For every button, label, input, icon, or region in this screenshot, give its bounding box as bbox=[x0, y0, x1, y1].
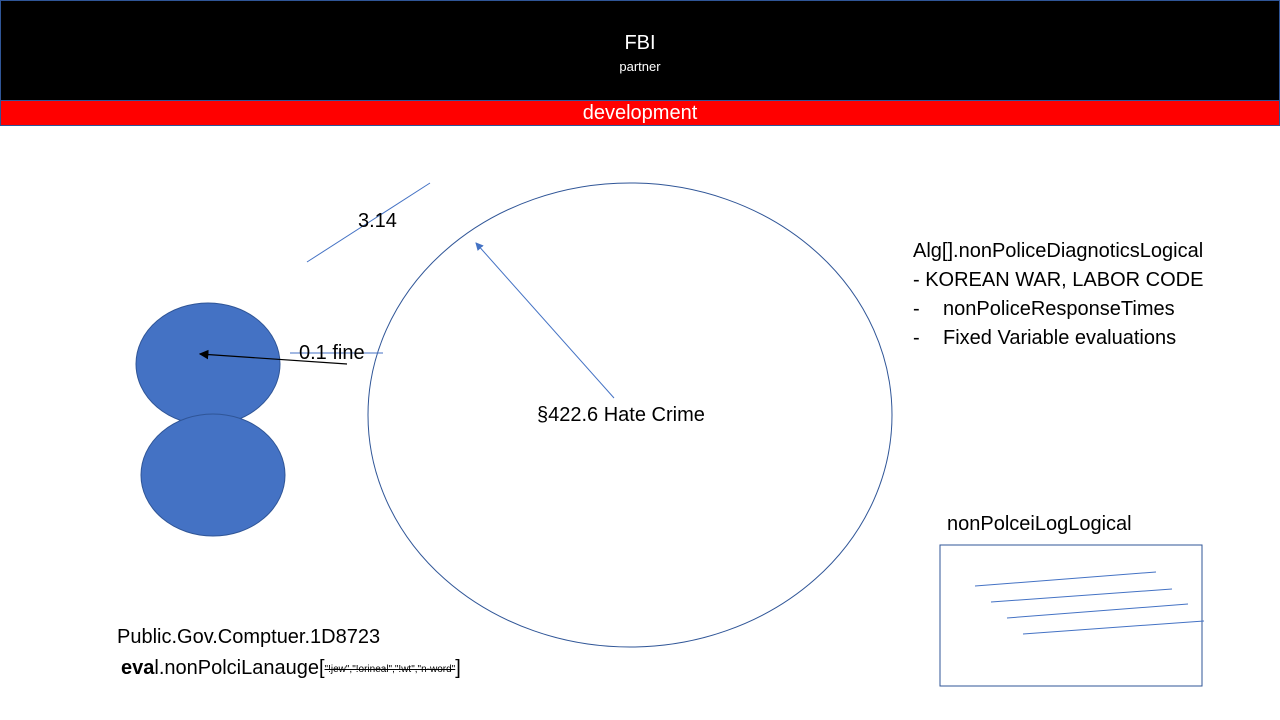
code-line-2: eval.nonPolciLanauge["!jew","!orineal","… bbox=[121, 657, 461, 680]
large-circle bbox=[367, 182, 893, 648]
log-line-3 bbox=[1006, 603, 1189, 619]
log-box bbox=[939, 544, 1203, 687]
code-struck-list: "!jew","!orineal","!wt","n-word" bbox=[324, 664, 456, 675]
alg-item-3-text: Fixed Variable evaluations bbox=[943, 327, 1177, 349]
alg-item-3-dash: - bbox=[913, 327, 920, 349]
band-label: development bbox=[582, 102, 698, 124]
development-band: development bbox=[0, 100, 1280, 126]
code-eval-bold: eva bbox=[121, 657, 155, 679]
log-line-1 bbox=[974, 571, 1157, 587]
header-title: FBI bbox=[624, 32, 656, 54]
center-label: §422.6 Hate Crime bbox=[537, 404, 705, 426]
alg-item-2-dash: - bbox=[913, 298, 920, 320]
alg-item-1-text: - KOREAN WAR, LABOR CODE bbox=[913, 269, 1204, 291]
log-line-4 bbox=[1022, 620, 1205, 635]
code-close-bracket: ] bbox=[455, 657, 461, 679]
radius-arrow bbox=[475, 242, 615, 399]
code-open-bracket: [ bbox=[318, 657, 325, 679]
alg-item-2-text: nonPoliceResponseTimes bbox=[943, 298, 1175, 320]
pi-line bbox=[306, 182, 431, 263]
log-line-2 bbox=[990, 588, 1173, 603]
alg-item-2: - nonPoliceResponseTimes bbox=[913, 298, 1175, 321]
header-bar: FBI partner bbox=[0, 0, 1280, 100]
header-subtitle: partner bbox=[619, 59, 661, 74]
alg-title: Alg[].nonPoliceDiagnoticsLogical bbox=[913, 240, 1204, 262]
black-arrow bbox=[198, 349, 348, 365]
code-line-1: Public.Gov.Comptuer.1D8723 bbox=[117, 626, 381, 648]
pi-label: 3.14 bbox=[358, 210, 397, 232]
blue-circle-bottom bbox=[140, 413, 286, 537]
log-title: nonPolceiLogLogical bbox=[947, 513, 1132, 535]
fine-label: 0.1 fine bbox=[299, 342, 365, 364]
alg-item-3: - Fixed Variable evaluations bbox=[913, 327, 1176, 350]
blue-circle-top bbox=[135, 302, 281, 426]
code-eval-rest: l.nonPolciLanauge bbox=[154, 657, 319, 679]
alg-item-1: - KOREAN WAR, LABOR CODE bbox=[913, 269, 1203, 292]
